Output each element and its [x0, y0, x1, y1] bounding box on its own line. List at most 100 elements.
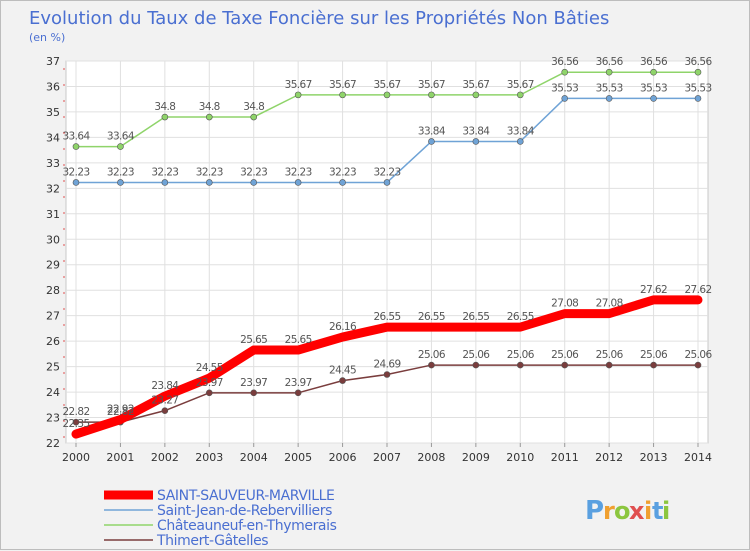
data-label: 33.84: [507, 125, 535, 137]
data-label: 22.82: [107, 406, 134, 418]
data-label: 36.56: [684, 56, 712, 68]
data-label: 26.55: [373, 311, 400, 323]
data-point: [338, 333, 347, 342]
y-tick-label: 37: [46, 55, 60, 68]
data-label: 25.65: [240, 334, 267, 346]
data-point: [694, 95, 702, 102]
data-label: 25.06: [551, 349, 579, 361]
proxiti-logo: Pr ox i ti: [585, 496, 670, 526]
data-label: 36.56: [640, 56, 668, 68]
data-point: [250, 389, 258, 397]
data-point: [205, 374, 214, 383]
logo-letter: t: [652, 497, 663, 525]
x-tick-label: 2007: [373, 451, 401, 464]
x-tick-label: 2014: [684, 451, 712, 464]
x-tick-label: 2008: [417, 451, 445, 464]
logo-letter: i: [662, 497, 670, 525]
data-label: 34.8: [199, 101, 220, 113]
data-label: 33.84: [462, 125, 490, 137]
x-tick-label: 2013: [640, 451, 668, 464]
data-point: [161, 113, 169, 121]
data-label-layer: 22.35 22.92 23.84 24.55 25.65 25.65 26.16 26.55…: [62, 56, 713, 430]
data-point: [650, 361, 657, 369]
data-point: [516, 323, 525, 332]
data-label: 24.55: [196, 362, 223, 374]
y-tick-label: 29: [46, 259, 60, 272]
data-point: [605, 309, 614, 318]
data-point: [383, 91, 391, 99]
data-label: 34.8: [154, 101, 175, 113]
data-point: [472, 91, 480, 99]
data-label: 22.35: [62, 418, 89, 430]
y-tick-label: 35: [46, 106, 60, 119]
data-point: [205, 113, 213, 121]
data-point: [605, 68, 613, 76]
data-point: [650, 68, 657, 76]
data-label: 35.53: [684, 82, 711, 94]
data-label: 26.16: [329, 321, 357, 333]
x-tick-label: 2010: [506, 451, 534, 464]
data-point: [116, 415, 125, 424]
x-tick-label: 2009: [462, 451, 490, 464]
data-point: [472, 138, 480, 145]
data-point: [561, 95, 569, 102]
y-tick-label: 30: [46, 233, 60, 246]
data-point: [383, 371, 391, 378]
logo-letter: x: [629, 497, 645, 525]
data-point: [383, 179, 391, 186]
data-point: [516, 138, 524, 145]
logo-letter: i: [644, 497, 652, 525]
data-point: [294, 346, 303, 355]
data-label: 33.84: [418, 125, 446, 137]
data-label: 36.56: [551, 56, 579, 68]
data-label: 35.67: [329, 79, 356, 91]
data-label: 22.92: [107, 404, 134, 416]
data-label: 35.67: [285, 79, 312, 91]
data-point: [294, 91, 302, 99]
data-label: 23.27: [151, 395, 178, 407]
x-tick-label: 2001: [106, 451, 134, 464]
x-tick-label: 2012: [595, 451, 623, 464]
data-label: 25.06: [462, 349, 490, 361]
x-tick-label: 2004: [240, 451, 268, 464]
data-label: 25.06: [596, 349, 624, 361]
logo-letter: P: [585, 496, 604, 526]
data-point: [205, 389, 213, 397]
data-point: [561, 68, 569, 76]
legend-label: Saint-Jean-de-Rebervilliers: [157, 503, 332, 519]
data-point: [294, 179, 302, 186]
y-tick-label: 34: [46, 131, 60, 144]
data-point: [383, 323, 391, 332]
data-point: [472, 361, 480, 369]
y-tick-label: 33: [46, 157, 60, 170]
y-tick-label: 36: [46, 80, 60, 93]
legend-label: SAINT-SAUVEUR-MARVILLE: [157, 488, 334, 504]
x-tick-label: 2000: [62, 451, 90, 464]
legend-label: Thimert-Gâtelles: [156, 533, 268, 549]
x-tick-label: 2003: [195, 451, 223, 464]
data-point: [694, 68, 702, 76]
data-point: [161, 179, 169, 186]
data-label: 32.23: [151, 166, 178, 178]
logo-letter: o: [614, 497, 631, 525]
data-point: [72, 418, 80, 426]
data-point: [428, 91, 435, 99]
y-tick-label: 27: [46, 310, 60, 323]
data-label: 25.06: [640, 349, 668, 361]
data-point: [249, 346, 258, 355]
data-point: [205, 179, 213, 186]
data-label: 32.23: [373, 166, 400, 178]
data-label: 33.64: [62, 131, 90, 143]
x-tick-label: 2005: [284, 451, 312, 464]
data-point: [294, 389, 302, 397]
y-axis-unit: (en %): [29, 31, 65, 44]
data-point: [160, 392, 169, 401]
legend: SAINT-SAUVEUR-MARVILLESaint-Jean-de-Rebe…: [104, 488, 337, 549]
data-label: 25.06: [418, 349, 446, 361]
data-label: 22.82: [62, 406, 89, 418]
data-label: 25.06: [684, 349, 712, 361]
data-point: [649, 295, 658, 304]
data-label: 24.69: [373, 358, 400, 370]
data-label: 35.67: [418, 79, 445, 91]
data-label: 23.97: [285, 377, 312, 389]
